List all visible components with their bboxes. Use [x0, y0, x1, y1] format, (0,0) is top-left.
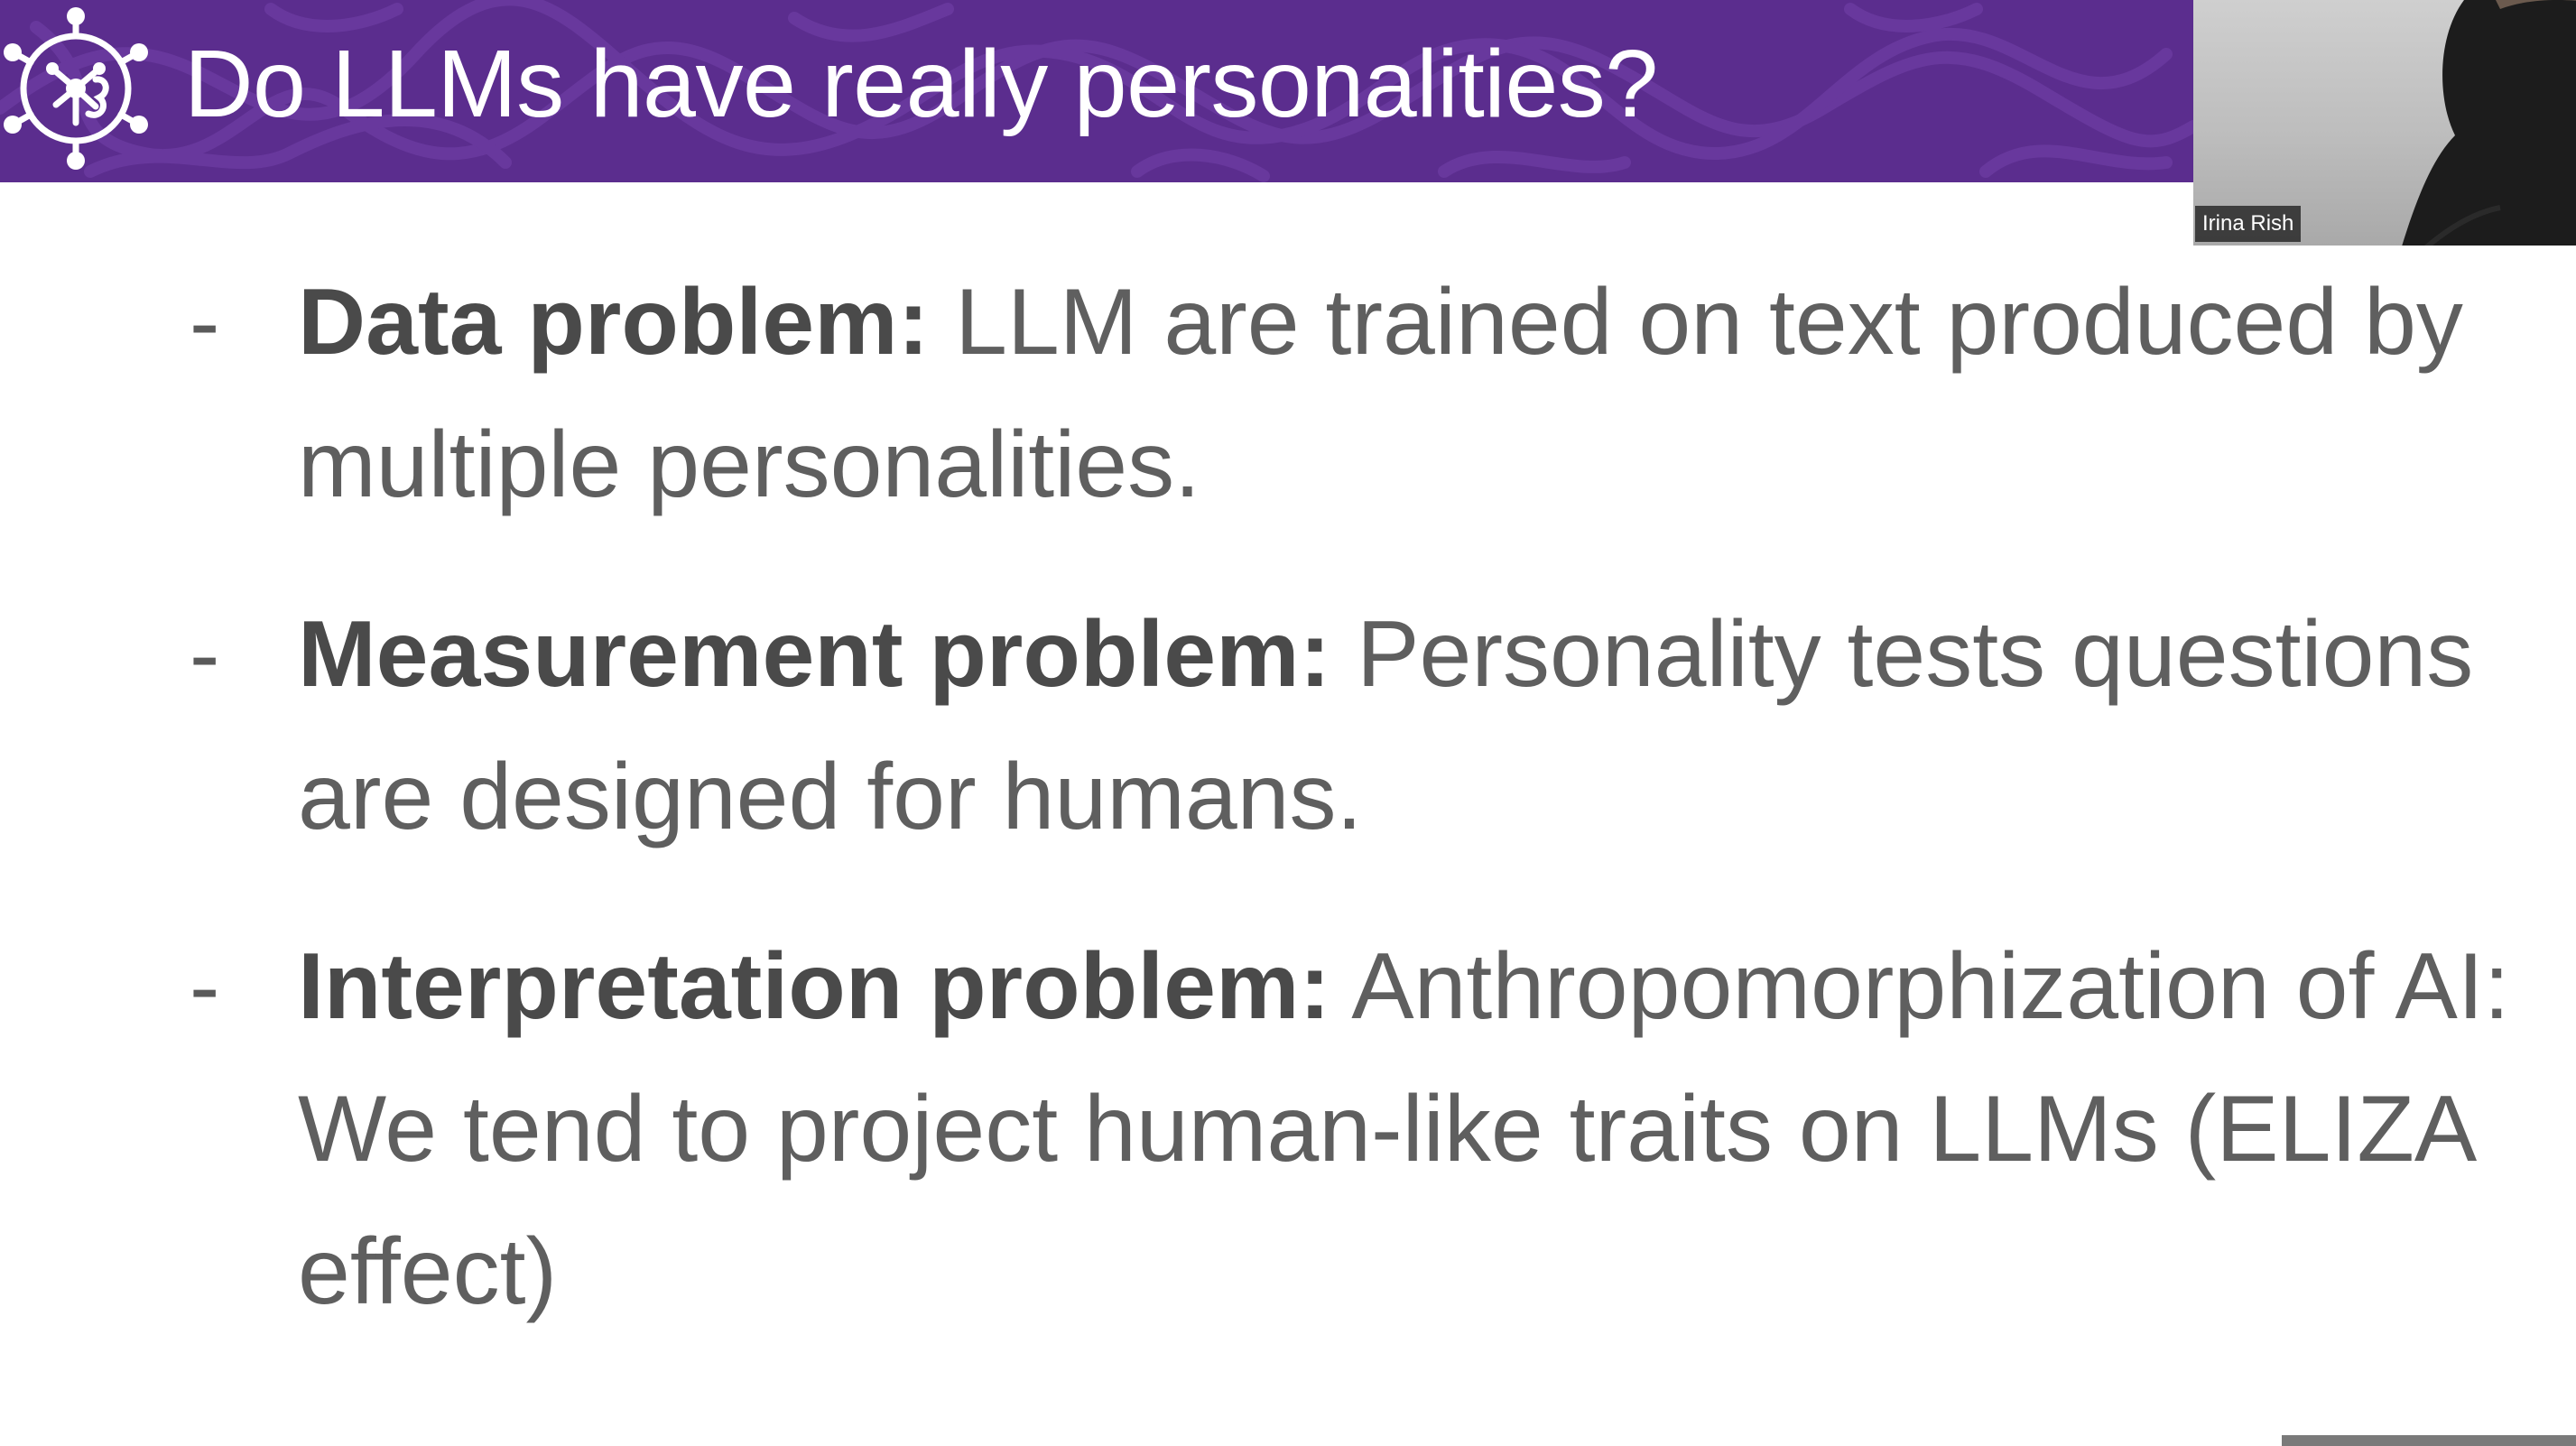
slide-header-banner: Do LLMs have really personalities?	[0, 0, 2193, 182]
bullet-heading: Interpretation problem:	[298, 934, 1331, 1039]
bullet-heading: Data problem:	[298, 270, 930, 375]
header-pattern	[0, 0, 2193, 182]
bullet-body: Anthropomorphization of AI: We tend to p…	[298, 934, 2510, 1324]
bullet-text: Data problem: LLM are trained on text pr…	[298, 251, 2536, 536]
bottom-overlay-bar	[2282, 1435, 2576, 1446]
bullet-list: - Data problem: LLM are trained on text …	[190, 251, 2536, 1390]
participant-video-feed	[2402, 0, 2576, 246]
bullet-body: Personality tests questions are designed…	[298, 602, 2474, 849]
bullet-item-measurement-problem: - Measurement problem: Personality tests…	[190, 583, 2536, 868]
participant-name-label: Irina Rish	[2195, 206, 2302, 242]
bullet-marker: -	[190, 272, 220, 373]
bullet-marker: -	[190, 936, 220, 1037]
network-brain-logo-icon	[4, 7, 148, 170]
bullet-marker: -	[190, 604, 220, 705]
bullet-item-interpretation-problem: - Interpretation problem: Anthropomorphi…	[190, 915, 2536, 1343]
bullet-item-data-problem: - Data problem: LLM are trained on text …	[190, 251, 2536, 536]
bullet-text: Measurement problem: Personality tests q…	[298, 583, 2536, 868]
bullet-body: LLM are trained on text produced by mult…	[298, 270, 2463, 517]
slide-title: Do LLMs have really personalities?	[184, 31, 1658, 137]
bullet-text: Interpretation problem: Anthropomorphiza…	[298, 915, 2536, 1343]
participant-video-tile[interactable]: Irina Rish	[2193, 0, 2576, 246]
bullet-heading: Measurement problem:	[298, 602, 1331, 707]
